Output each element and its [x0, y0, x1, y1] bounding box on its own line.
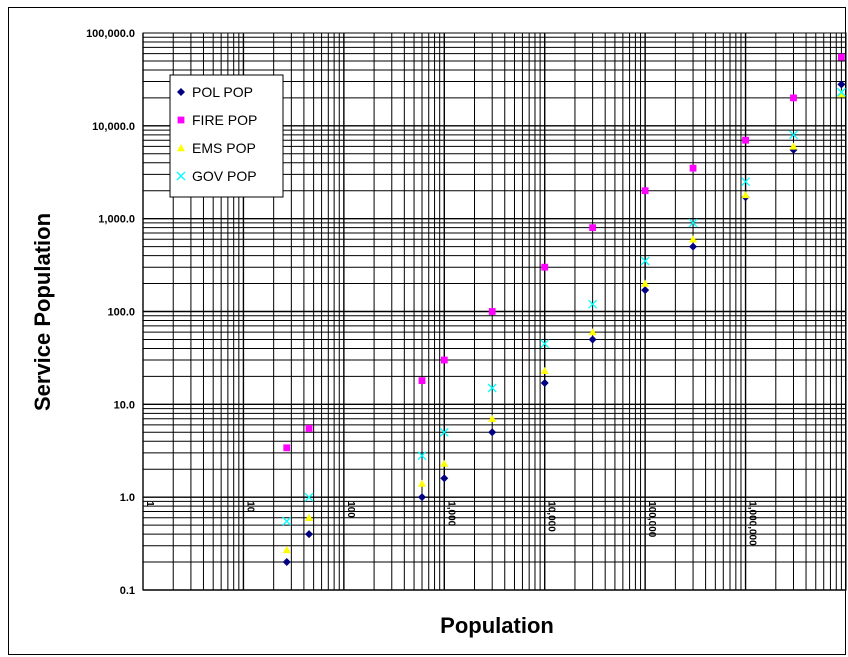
point-marker: [305, 513, 314, 521]
point-marker: [282, 545, 291, 554]
series-pol-pop: [282, 80, 846, 567]
point-marker: [488, 414, 497, 422]
point-marker: [741, 177, 751, 187]
x-tick-label: 100,000: [646, 501, 657, 538]
point-marker: [641, 187, 649, 195]
point-marker: [487, 383, 497, 393]
point-marker: [541, 263, 549, 271]
point-marker: [440, 356, 448, 364]
point-marker: [588, 335, 597, 344]
point-marker: [688, 218, 698, 228]
point-marker: [789, 142, 798, 150]
point-marker: [540, 366, 549, 374]
point-marker: [177, 88, 185, 96]
point-marker: [177, 116, 185, 124]
point-marker: [741, 190, 750, 199]
point-marker: [488, 428, 497, 437]
legend-box: [169, 74, 284, 198]
point-marker: [418, 377, 426, 385]
point-marker: [640, 256, 650, 266]
legend: POL POP FIRE POP EMS POP GOV POP: [169, 74, 284, 198]
point-marker: [418, 493, 427, 502]
series-gov-pop: [282, 87, 846, 526]
point-marker: [540, 339, 550, 349]
legend-entry-label: FIRE POP: [192, 112, 257, 128]
x-tick-label: 100: [345, 501, 356, 518]
series-fire-pop: [283, 53, 845, 452]
point-marker: [440, 459, 449, 467]
point-marker: [439, 427, 449, 437]
point-marker: [417, 451, 427, 461]
point-marker: [836, 87, 846, 97]
point-marker: [589, 224, 597, 232]
x-tick-label: 10: [244, 501, 255, 513]
x-tick-label: 1: [144, 501, 155, 507]
y-tick-label: 10.0: [114, 399, 135, 411]
point-marker: [689, 235, 698, 243]
point-marker: [641, 279, 650, 287]
point-marker: [176, 171, 186, 181]
x-tick-labels: 1101001,00010,000100,0001,000,00010,000,…: [144, 501, 848, 551]
legend-entry-label: POL POP: [192, 84, 253, 100]
point-marker: [488, 308, 496, 315]
y-tick-label: 1.0: [120, 492, 135, 504]
point-marker: [588, 328, 597, 336]
plot-area: [142, 32, 847, 591]
point-marker: [641, 286, 650, 295]
y-axis-label: Service Population: [30, 213, 55, 411]
point-marker: [742, 136, 749, 144]
point-marker: [177, 144, 185, 152]
legend-entry-label: EMS POP: [192, 140, 256, 156]
point-marker: [540, 378, 549, 387]
y-tick-labels: 0.1 1.0 10.0 100.0 1,000.0 10,000.0 100,000.0: [86, 28, 135, 597]
x-tick-label: 1,000: [445, 501, 456, 526]
x-axis-label: Population: [440, 613, 554, 638]
y-tick-label: 0.1: [120, 585, 135, 597]
point-marker: [837, 80, 846, 89]
point-marker: [790, 94, 797, 102]
series-ems-pop: [282, 90, 846, 554]
x-tick-label: 10,000: [546, 501, 557, 532]
y-tick-label: 100,000.0: [86, 28, 135, 40]
y-tick-label: 100.0: [107, 307, 135, 319]
point-marker: [282, 558, 291, 567]
chart-frame: [8, 7, 846, 655]
point-marker: [838, 53, 845, 61]
point-marker: [418, 479, 427, 487]
legend-entry-label: GOV POP: [192, 168, 257, 184]
point-marker: [789, 130, 798, 140]
y-tick-label: 10,000.0: [92, 121, 135, 133]
point-marker: [305, 530, 314, 539]
point-marker: [304, 492, 314, 502]
y-tick-label: 1,000.0: [98, 214, 135, 226]
point-marker: [282, 516, 292, 526]
x-tick-label: 1,000,000: [747, 501, 758, 546]
point-marker: [440, 474, 449, 483]
point-marker: [588, 299, 598, 309]
point-marker: [837, 90, 846, 98]
point-marker: [689, 164, 697, 172]
point-marker: [305, 425, 313, 432]
point-marker: [689, 242, 698, 251]
data-points: [282, 53, 846, 567]
point-marker: [283, 444, 291, 452]
